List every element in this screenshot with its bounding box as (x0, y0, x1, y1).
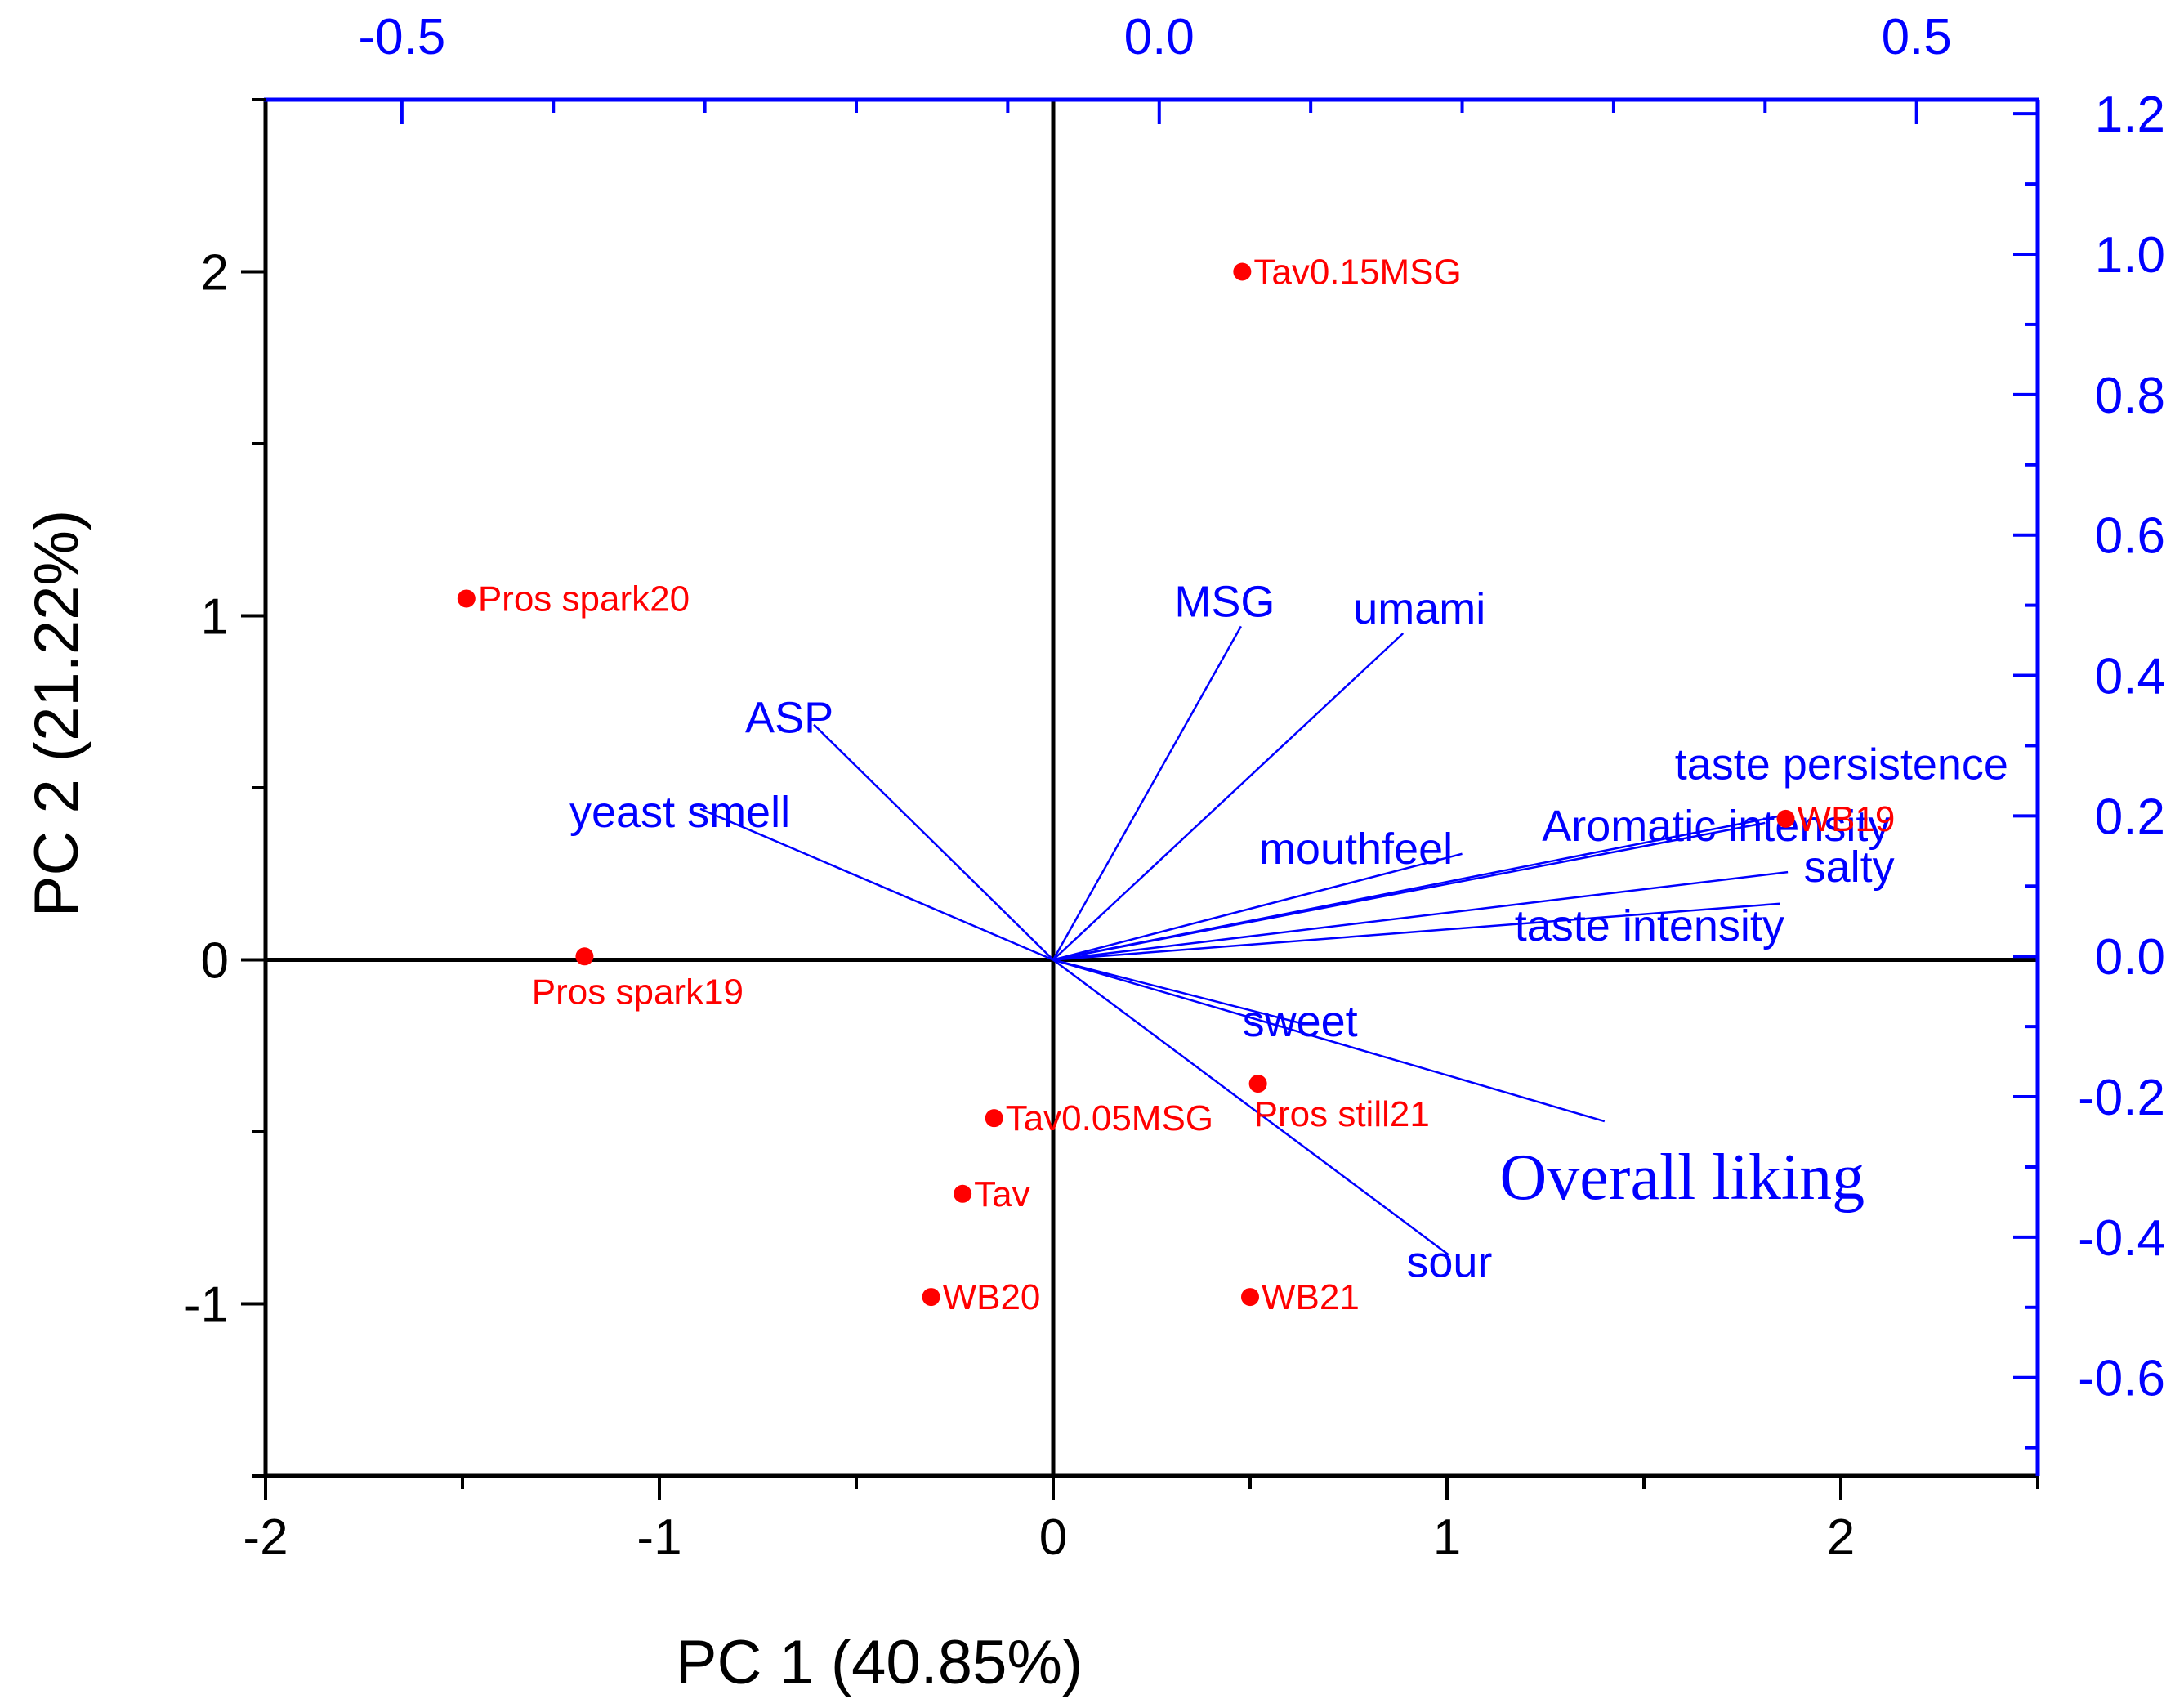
y-tick-label: 2 (201, 245, 229, 302)
score-label-wb19: WB19 (1798, 799, 1896, 839)
score-label-pros-spark19: Pros spark19 (532, 972, 744, 1012)
right-tick-label: 0.0 (2095, 929, 2165, 986)
score-point-tav0-15msg (1233, 262, 1252, 281)
score-label-tav0-15msg: Tav0.15MSG (1253, 253, 1461, 293)
loading-vector-salty (1052, 870, 1789, 961)
right-tick-label: 1.2 (2095, 87, 2165, 143)
score-point-tav (954, 1184, 972, 1203)
right-tick-label: 0.4 (2095, 649, 2165, 705)
score-label-wb20: WB20 (943, 1277, 1041, 1317)
loading-vector-sweet (1052, 959, 1301, 1025)
score-label-pros-still21: Pros still21 (1254, 1094, 1430, 1134)
score-point-pros-still21 (1248, 1075, 1267, 1093)
loading-label-asp: ASP (745, 694, 833, 743)
loading-label-sour: sour (1406, 1237, 1492, 1286)
right-tick-label: -0.4 (2078, 1210, 2165, 1267)
y-axis-title: PC 2 (21.22%) (22, 510, 92, 917)
top-tick-label: -0.5 (358, 9, 445, 65)
y-axis-left: -1 0 1 2 (184, 98, 266, 1478)
score-point-wb20 (922, 1288, 940, 1307)
x-tick-label: -1 (636, 1509, 681, 1566)
score-label-tav: Tav (974, 1174, 1029, 1214)
loading-label-taste-intensity: taste intensity (1515, 901, 1784, 950)
loading-vector-mouthfeel (1052, 852, 1463, 961)
loading-vector-umami (1052, 633, 1405, 961)
y-tick-label: 1 (201, 589, 229, 646)
right-tick-label: 0.6 (2095, 508, 2165, 565)
loading-label-msg: MSG (1174, 577, 1275, 626)
zero-lines (266, 100, 2038, 1476)
right-tick-label: -0.6 (2078, 1351, 2165, 1407)
score-point-pros-spark20 (457, 589, 476, 608)
x-tick-label: 1 (1433, 1509, 1461, 1566)
score-label-tav0-05msg: Tav0.05MSG (1006, 1098, 1213, 1138)
right-tick-label: 0.2 (2095, 789, 2165, 845)
loading-vectors: MSG umami ASP yeast smell mouthfeel Aromatic … (569, 577, 2008, 1286)
score-point-tav0-05msg (985, 1109, 1003, 1128)
loading-vector-sour (1052, 959, 1449, 1256)
right-tick-label: 1.0 (2095, 227, 2165, 284)
loading-vector-yeast-smell (699, 807, 1054, 961)
x-axis-title: PC 1 (40.85%) (676, 1628, 1083, 1697)
loading-vector-taste-persistence (1052, 815, 1781, 961)
x-tick-label: 0 (1039, 1509, 1067, 1566)
loading-vector-taste-intensity (1052, 902, 1780, 961)
x-tick-label: 2 (1827, 1509, 1855, 1566)
loading-label-overall-liking: Overall liking (1500, 1142, 1865, 1214)
loading-vector-overall-liking (1052, 959, 1606, 1123)
loading-label-yeast-smell: yeast smell (569, 788, 790, 837)
loading-label-aromatic-intensity: Aromatic intensity (1542, 802, 1890, 851)
loading-label-umami: umami (1353, 584, 1485, 633)
right-tick-label: 0.8 (2095, 368, 2165, 424)
x-axis-bottom: -2 -1 0 1 2 (243, 1476, 2039, 1566)
score-point-pros-spark19 (575, 947, 594, 966)
right-tick-label: -0.2 (2078, 1070, 2165, 1126)
y-axis-right: -0.6 -0.4 -0.2 0.0 0.2 0.4 0.6 0.8 1.0 1.2 (2013, 87, 2165, 1450)
y-tick-label: 0 (201, 933, 229, 990)
score-points: Tav0.15MSG Pros spark20 WB19 Pros spark19 Pr… (457, 253, 1896, 1317)
score-label-wb21: WB21 (1262, 1277, 1360, 1317)
y-tick-label: -1 (184, 1277, 229, 1334)
score-label-pros-spark20: Pros spark20 (478, 579, 690, 619)
x-tick-label: -2 (243, 1509, 288, 1566)
loading-label-taste-persistence: taste persistence (1675, 740, 2008, 789)
top-tick-label: 0.0 (1124, 9, 1195, 65)
loading-vector-msg (1052, 625, 1242, 961)
top-tick-label: 0.5 (1882, 9, 1952, 65)
loading-label-salty: salty (1804, 843, 1895, 892)
loading-vector-asp (813, 723, 1054, 961)
score-point-wb21 (1241, 1288, 1259, 1307)
x-axis-top: -0.5 0.0 0.5 (358, 9, 1952, 124)
loading-label-mouthfeel: mouthfeel (1259, 825, 1453, 874)
score-point-wb19 (1776, 809, 1795, 828)
